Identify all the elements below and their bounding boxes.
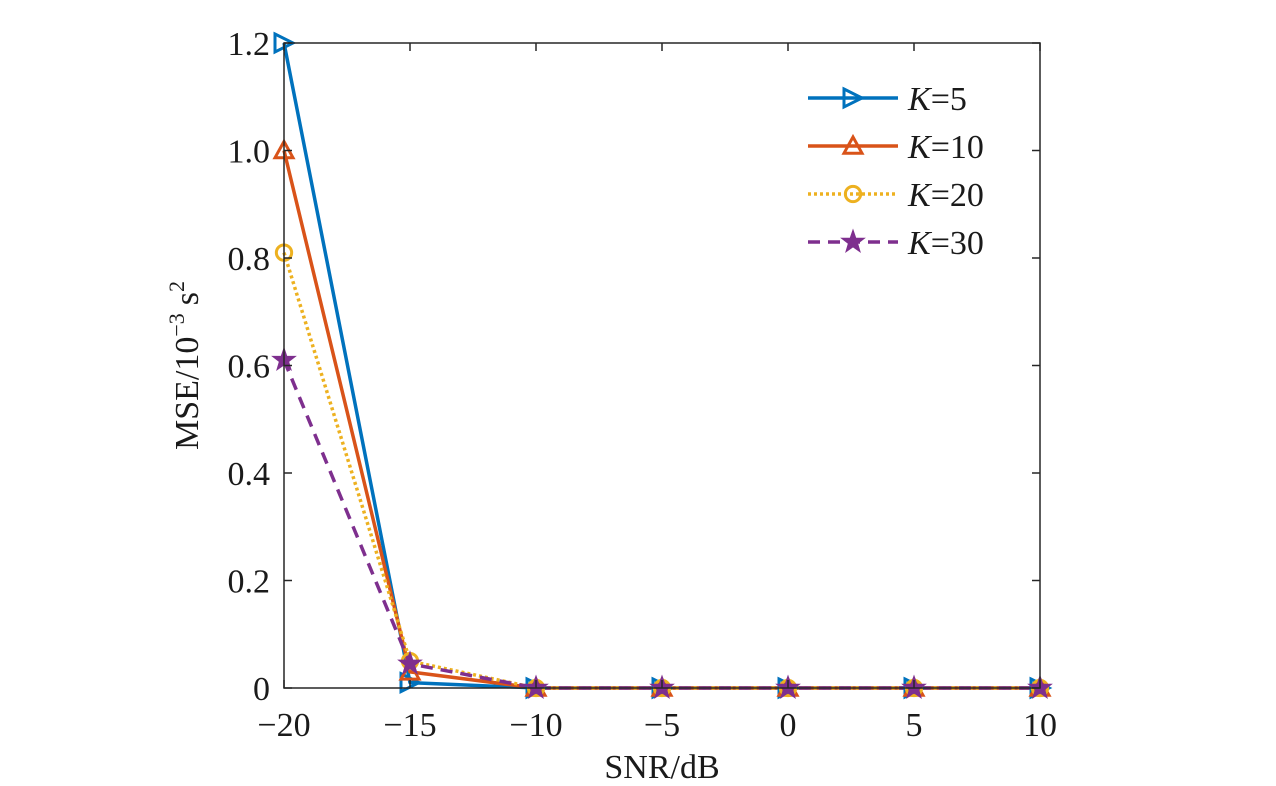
legend-label-variable: K xyxy=(907,129,933,166)
y-tick-label: 0.6 xyxy=(228,349,271,386)
legend-marker xyxy=(843,184,863,204)
y-tick-label: 0 xyxy=(253,671,270,708)
x-tick-label: −10 xyxy=(509,707,562,744)
y-tick-label: 0.8 xyxy=(228,241,271,278)
legend: K=5K=10K=20K=30 xyxy=(808,81,984,262)
legend-label-value: =20 xyxy=(931,177,984,214)
x-tick-label: −15 xyxy=(383,707,436,744)
legend-item: K=10 xyxy=(808,129,984,166)
legend-label: K=30 xyxy=(907,225,984,262)
x-tick-label: 0 xyxy=(780,707,797,744)
data-point-k-30 xyxy=(397,650,423,675)
y-axis-label: MSE/10−3 s2 xyxy=(164,281,206,450)
legend-label: K=20 xyxy=(907,177,984,214)
legend-label-variable: K xyxy=(907,177,933,214)
y-axis-label-base: MSE/10 xyxy=(169,337,206,450)
legend-label-value: =5 xyxy=(931,81,967,118)
legend-marker xyxy=(840,228,866,253)
legend-marker xyxy=(841,133,865,155)
legend-label: K=10 xyxy=(907,129,984,166)
y-axis-label-unit: s xyxy=(169,292,206,305)
legend-item: K=5 xyxy=(808,81,967,118)
y-tick-label: 0.4 xyxy=(228,456,271,493)
x-tick-label: 10 xyxy=(1023,707,1057,744)
tick-labels-layer: −20 −15 −10 −5 0 5 10 0 0.2 0.4 0.6 0.8 1.0 1.2 xyxy=(228,26,1058,744)
legend-label-value: =30 xyxy=(931,225,984,262)
series-line-k-30 xyxy=(282,359,1040,690)
legend-label-variable: K xyxy=(907,81,933,118)
tick-marks-layer xyxy=(283,42,1041,689)
x-axis-label: SNR/dB xyxy=(604,749,719,786)
y-axis-label-exponent: −3 xyxy=(164,313,189,336)
legend-item: K=20 xyxy=(808,177,984,214)
y-tick-label: 1.2 xyxy=(228,26,271,63)
y-tick-label: 0.2 xyxy=(228,564,271,601)
legend-label-value: =10 xyxy=(931,129,984,166)
legend-marker xyxy=(842,86,866,110)
legend-item: K=30 xyxy=(808,225,984,262)
x-tick-label: −5 xyxy=(644,707,680,744)
y-tick-label: 1.0 xyxy=(228,134,271,171)
x-tick-label: 5 xyxy=(906,707,923,744)
legend-label: K=5 xyxy=(907,81,967,118)
x-tick-label: −20 xyxy=(257,707,310,744)
legend-label-variable: K xyxy=(907,225,933,262)
y-axis-label-unit-exponent: 2 xyxy=(164,281,189,292)
